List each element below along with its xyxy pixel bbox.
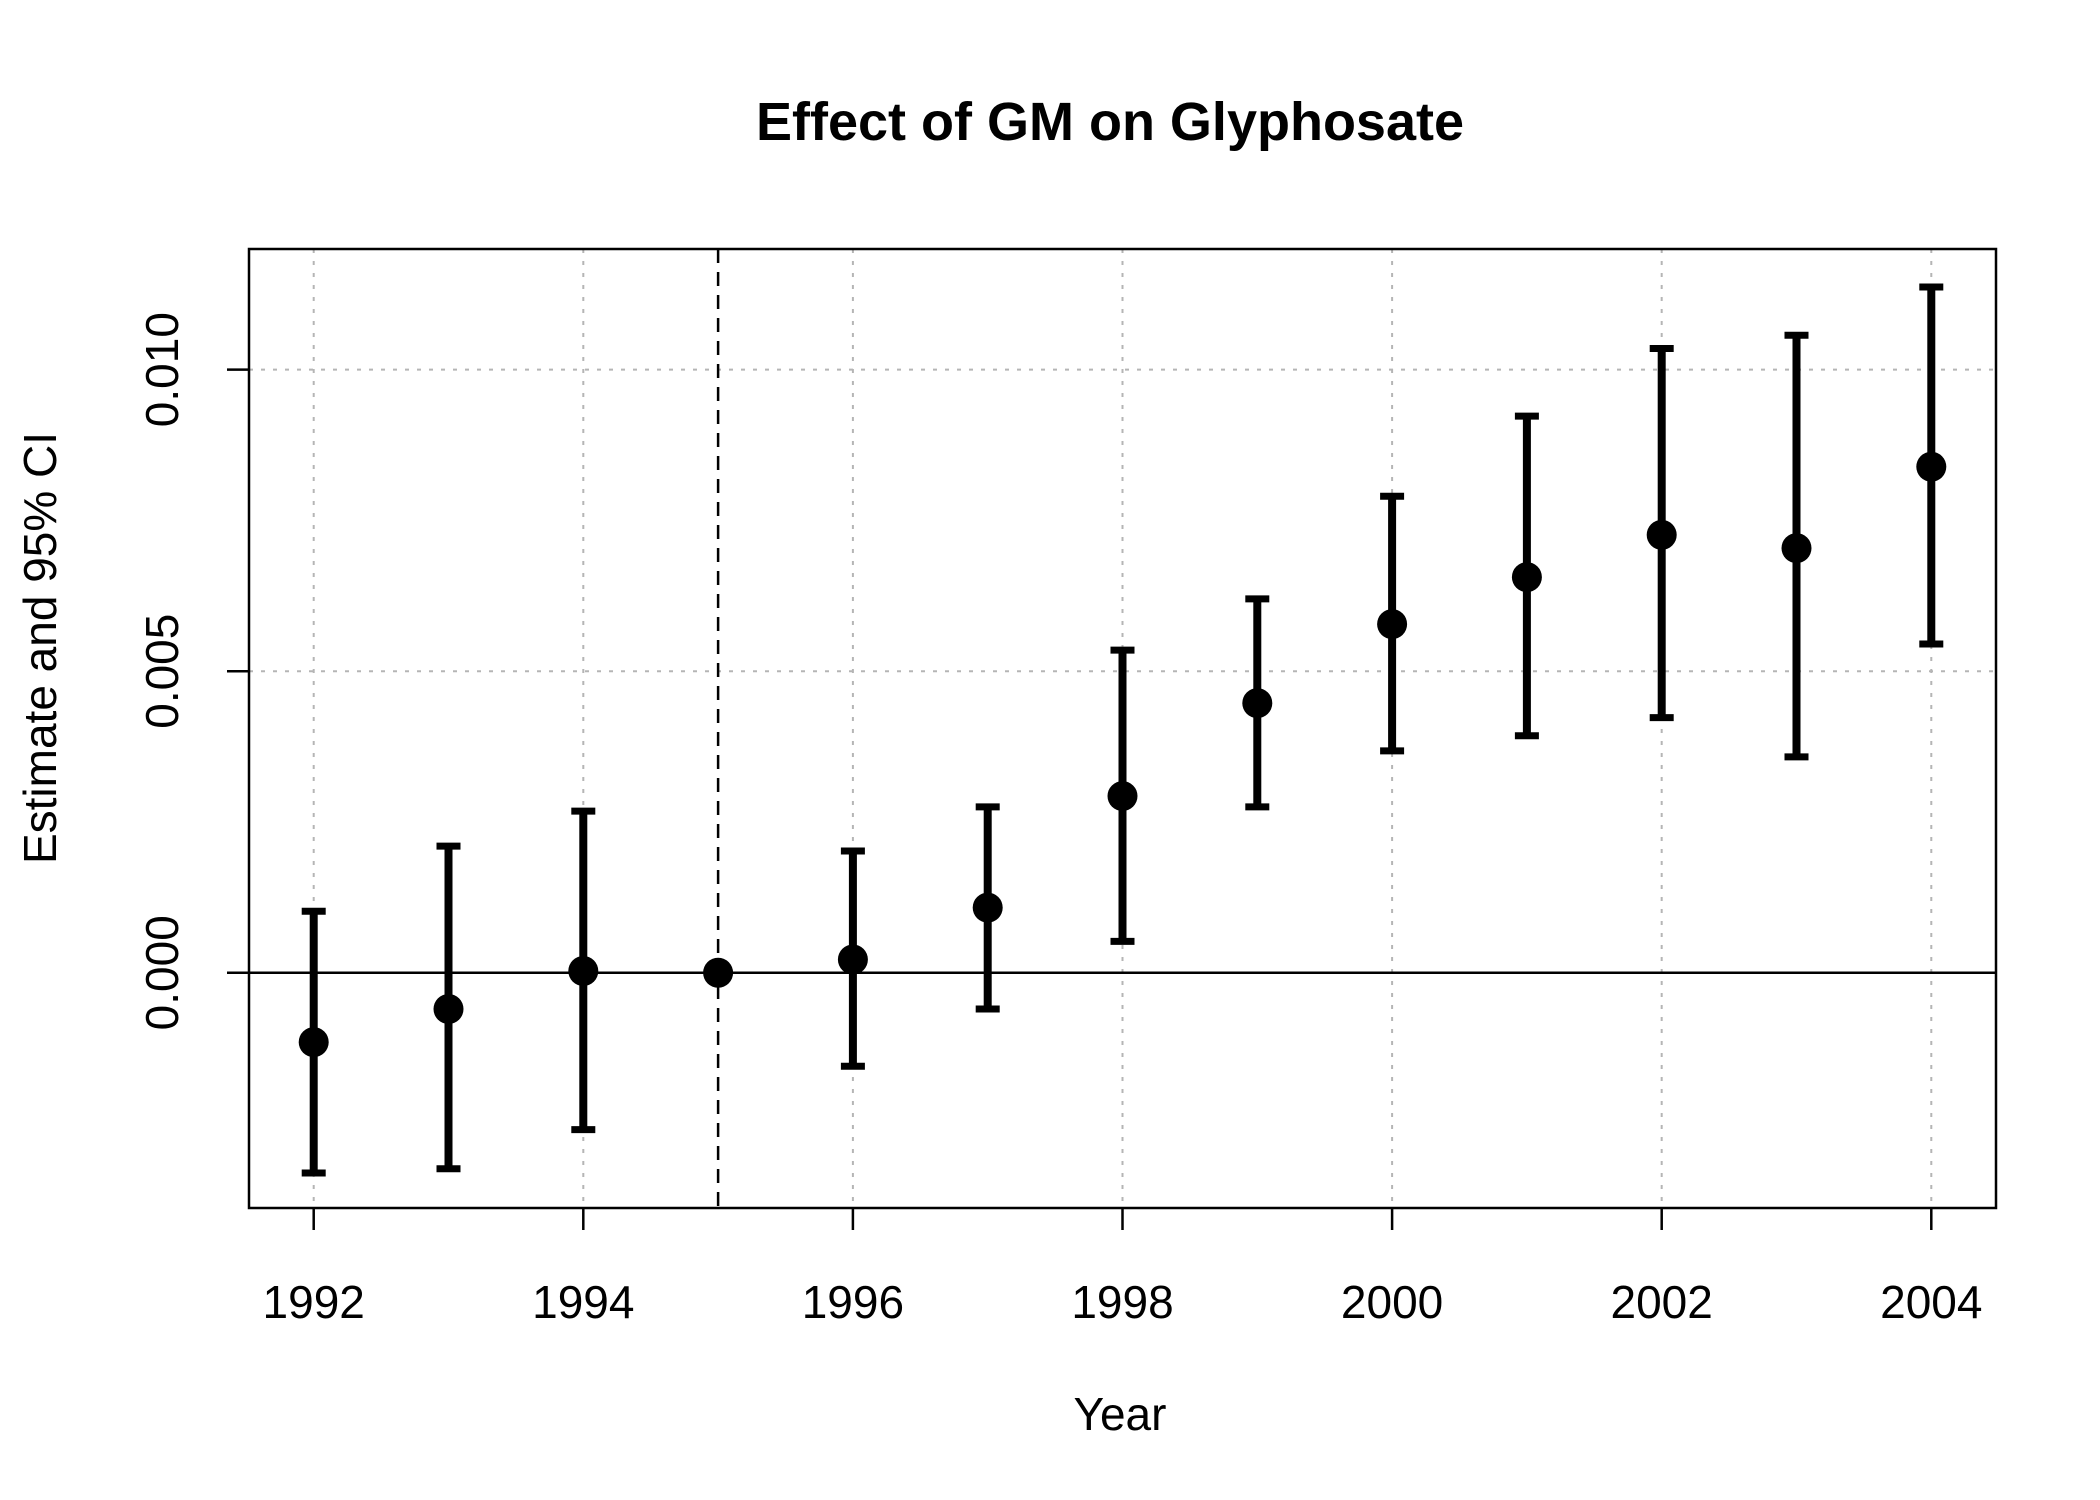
x-tick-label: 1992 bbox=[263, 1276, 365, 1328]
estimate-point bbox=[1107, 781, 1138, 812]
y-axis-label: Estimate and 95% CI bbox=[14, 432, 66, 864]
estimate-point bbox=[703, 957, 734, 988]
y-tick-label: 0.000 bbox=[136, 915, 188, 1030]
estimate-point bbox=[568, 955, 599, 986]
x-tick-label: 1994 bbox=[532, 1276, 634, 1328]
estimate-point bbox=[1781, 533, 1812, 564]
chart-title: Effect of GM on Glyphosate bbox=[756, 92, 1464, 152]
x-tick-label: 1996 bbox=[802, 1276, 904, 1328]
x-tick-label: 2002 bbox=[1611, 1276, 1713, 1328]
x-tick-label: 1998 bbox=[1071, 1276, 1173, 1328]
x-tick-label: 2004 bbox=[1880, 1276, 1982, 1328]
estimate-point bbox=[1646, 519, 1677, 550]
estimate-point bbox=[1916, 451, 1947, 482]
y-tick-label: 0.010 bbox=[136, 312, 188, 427]
x-tick-label: 2000 bbox=[1341, 1276, 1443, 1328]
estimate-point bbox=[1511, 562, 1542, 593]
x-axis-label: Year bbox=[1074, 1388, 1167, 1440]
estimate-point bbox=[1377, 609, 1408, 640]
estimate-point bbox=[433, 993, 464, 1024]
estimate-point bbox=[837, 944, 868, 975]
estimate-point bbox=[972, 892, 1003, 923]
y-tick-label: 0.005 bbox=[136, 614, 188, 729]
plot-area: 1992 1994 1996 1998 2000 2002 2004 0.000 0.005 0.… bbox=[136, 247, 1998, 1328]
estimate-point bbox=[1242, 688, 1273, 719]
estimate-point bbox=[298, 1027, 329, 1058]
